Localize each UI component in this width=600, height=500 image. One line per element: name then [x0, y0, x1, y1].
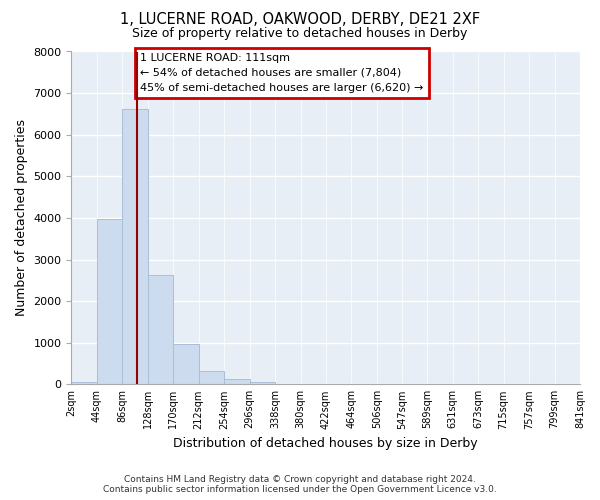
Bar [250, 382, 275, 384]
Bar [173, 344, 199, 385]
Text: 1, LUCERNE ROAD, OAKWOOD, DERBY, DE21 2XF: 1, LUCERNE ROAD, OAKWOOD, DERBY, DE21 2X… [120, 12, 480, 28]
Bar [224, 379, 250, 384]
Bar [148, 276, 173, 384]
X-axis label: Distribution of detached houses by size in Derby: Distribution of detached houses by size … [173, 437, 478, 450]
Text: 1 LUCERNE ROAD: 111sqm
← 54% of detached houses are smaller (7,804)
45% of semi-: 1 LUCERNE ROAD: 111sqm ← 54% of detached… [140, 53, 424, 93]
Bar [122, 110, 148, 384]
Text: Contains HM Land Registry data © Crown copyright and database right 2024.
Contai: Contains HM Land Registry data © Crown c… [103, 474, 497, 494]
Bar [97, 218, 122, 384]
Bar [71, 382, 97, 384]
Bar [199, 371, 224, 384]
Y-axis label: Number of detached properties: Number of detached properties [15, 120, 28, 316]
Text: Size of property relative to detached houses in Derby: Size of property relative to detached ho… [133, 28, 467, 40]
